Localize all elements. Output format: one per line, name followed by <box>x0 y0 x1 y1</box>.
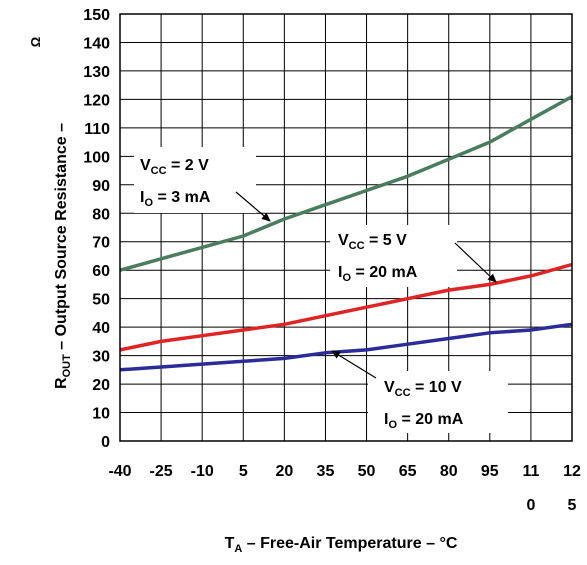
series-label-io: IO = 3 mA <box>140 189 211 209</box>
x-tick-label: 50 <box>358 463 376 480</box>
x-tick-label: -25 <box>150 463 173 480</box>
series-label-1: VCC = 2 V IO = 3 mA <box>134 147 271 222</box>
y-tick-label: 90 <box>92 178 110 195</box>
series-label-2: VCC = 5 V IO = 20 mA <box>330 225 497 287</box>
x-tick-label: 95 <box>481 463 499 480</box>
y-tick-label: 80 <box>92 206 110 223</box>
series-label-vcc: VCC = 10 V <box>384 379 462 399</box>
x-tick-label: 11 <box>522 463 539 480</box>
y-tick-label: 140 <box>83 35 110 52</box>
x-tick-label: 12 <box>563 463 581 480</box>
x-tick-label: 80 <box>440 463 458 480</box>
series-label-arrow <box>331 350 377 379</box>
series-label-vcc: VCC = 2 V <box>140 157 209 177</box>
y-tick-label: 10 <box>92 406 110 423</box>
y-tick-label: 50 <box>92 292 110 309</box>
x-axis-title: TA – Free-Air Temperature – °C <box>225 535 458 555</box>
y-tick-label: 40 <box>92 320 110 337</box>
x-tick-label: 5 <box>239 463 248 480</box>
series-label-3: VCC = 10 V IO = 20 mA <box>331 350 508 433</box>
y-tick-labels: 0 10 20 30 40 50 60 70 80 90 100 110 120 130 140 150 <box>83 7 110 451</box>
y-tick-label: 120 <box>83 92 110 109</box>
x-tick-label: -40 <box>108 463 131 480</box>
y-tick-label: 110 <box>84 121 110 138</box>
y-tick-label: 30 <box>92 349 110 366</box>
series-label-vcc: VCC = 5 V <box>338 232 407 252</box>
series-label-background <box>330 225 457 287</box>
series-label-io: IO = 20 mA <box>384 411 464 431</box>
series-label-background <box>368 371 508 433</box>
y-tick-label: 100 <box>83 149 110 166</box>
y-tick-label: 20 <box>92 377 110 394</box>
x-tick-label: -10 <box>191 463 214 480</box>
y-tick-label: 130 <box>83 64 110 81</box>
series-line-1 <box>119 95 573 272</box>
series-lines <box>119 95 573 372</box>
x-tick-label: 5 <box>568 497 577 514</box>
y-tick-label: 70 <box>92 235 110 252</box>
x-tick-label: 0 <box>526 497 535 514</box>
plot-frame <box>119 13 573 442</box>
x-tick-label: 35 <box>317 463 335 480</box>
x-tick-label: 20 <box>275 463 293 480</box>
series-label-background <box>134 147 256 213</box>
series-label-io: IO = 20 mA <box>338 264 418 284</box>
y-tick-label: 150 <box>83 7 110 24</box>
y-axis-title: ROUT – Output Source Resistance – <box>53 123 73 389</box>
x-tick-label: 65 <box>399 463 417 480</box>
series-line-3 <box>119 322 573 372</box>
y-tick-label: 60 <box>92 263 110 280</box>
y-axis-unit: Ω <box>28 37 43 47</box>
series-line-2 <box>119 262 573 352</box>
y-tick-label: 0 <box>101 434 110 451</box>
series-label-arrow <box>235 191 271 222</box>
series-label-arrow <box>454 242 497 283</box>
